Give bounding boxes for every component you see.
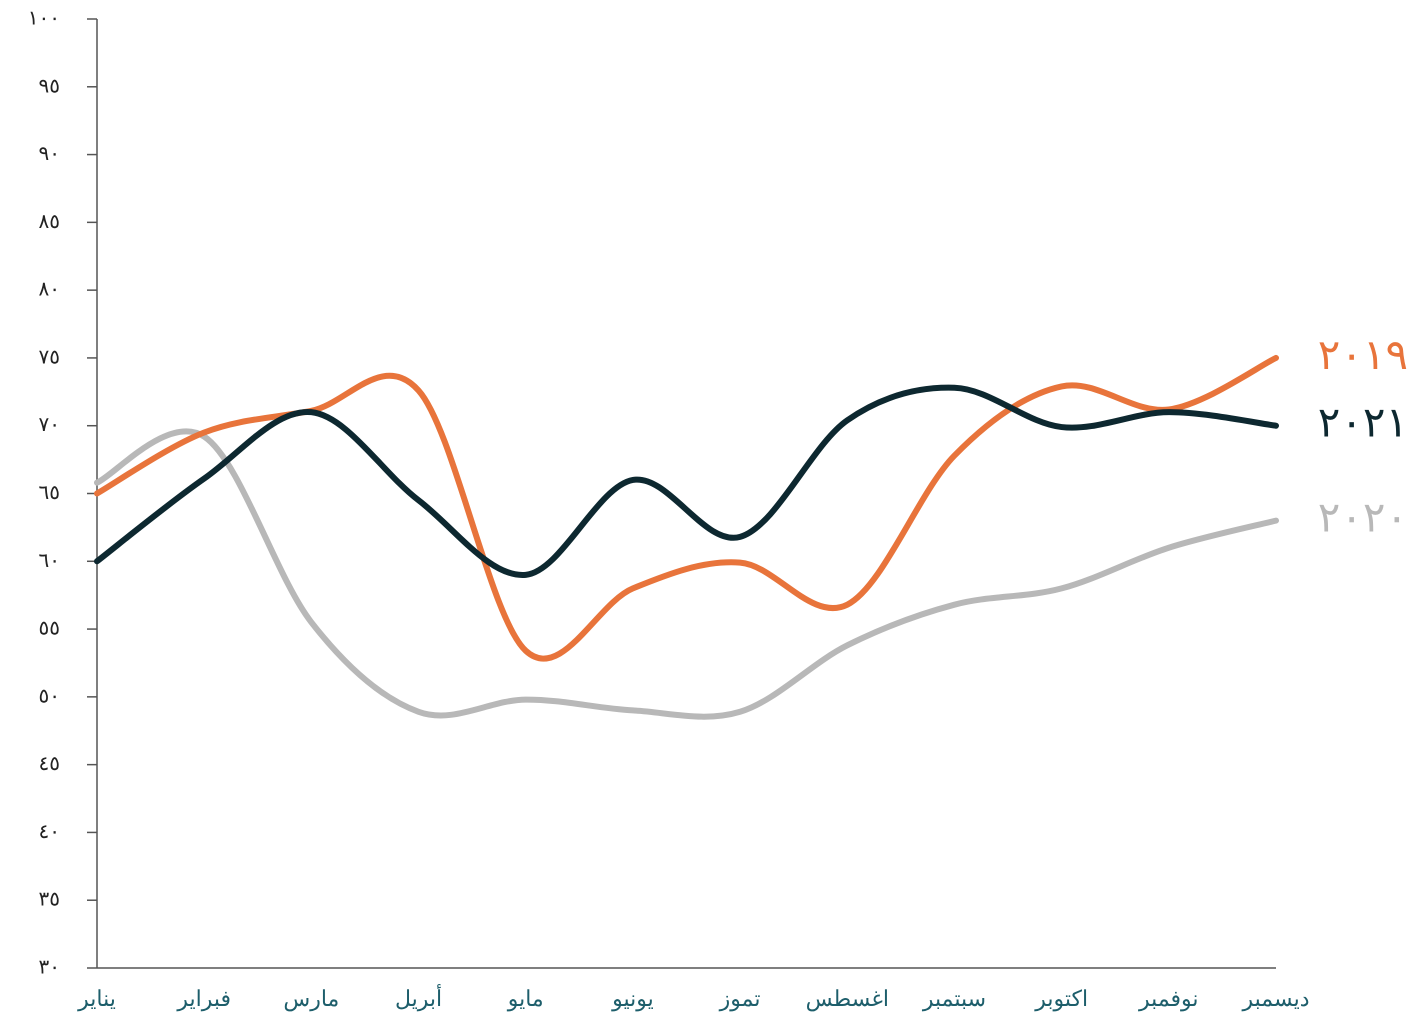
- x-tick-label: أبريل: [395, 983, 442, 1012]
- series-label: ٢٠١٩: [1318, 330, 1408, 379]
- y-tick-label: ٥٥: [39, 616, 60, 640]
- y-tick-label: ١٠٠: [28, 6, 60, 30]
- y-tick-label: ٩٠: [39, 141, 60, 165]
- x-tick-label: يناير: [77, 987, 116, 1012]
- y-tick-label: ٤٥: [39, 751, 60, 775]
- x-tick-label: مارس: [283, 987, 339, 1012]
- y-tick-label: ٩٥: [39, 73, 60, 97]
- y-tick-label: ٣٥: [39, 887, 60, 911]
- y-tick-label: ٥٠: [39, 683, 60, 707]
- y-tick-label: ٨٠: [39, 277, 60, 301]
- x-tick-label: اغسطس: [806, 987, 889, 1012]
- series-label: ٢٠٢١: [1318, 398, 1408, 447]
- series-line: [94, 384, 1279, 578]
- y-tick-label: ٣٠: [39, 955, 60, 979]
- y-tick-label: ٤٠: [39, 819, 60, 843]
- y-tick-label: ٨٥: [39, 209, 60, 233]
- y-tick-label: ٧٠: [39, 412, 60, 436]
- x-tick-label: يونيو: [611, 987, 654, 1012]
- x-tick-label: سبتمبر: [922, 987, 986, 1012]
- x-tick-label: مايو: [507, 987, 544, 1012]
- x-tick-label: تموز: [719, 987, 761, 1012]
- y-tick-label: ٦٥: [39, 480, 60, 504]
- series-line: [94, 428, 1279, 720]
- y-tick-label: ٧٥: [39, 344, 60, 368]
- y-tick-label: ٦٠: [39, 548, 60, 572]
- x-tick-label: اكتوبر: [1034, 987, 1088, 1012]
- x-tick-label: نوفمبر: [1138, 987, 1199, 1012]
- series-label: ٢٠٢٠: [1318, 493, 1408, 542]
- x-tick-label: ديسمبر: [1241, 987, 1309, 1012]
- x-tick-label: فبراير: [176, 987, 231, 1012]
